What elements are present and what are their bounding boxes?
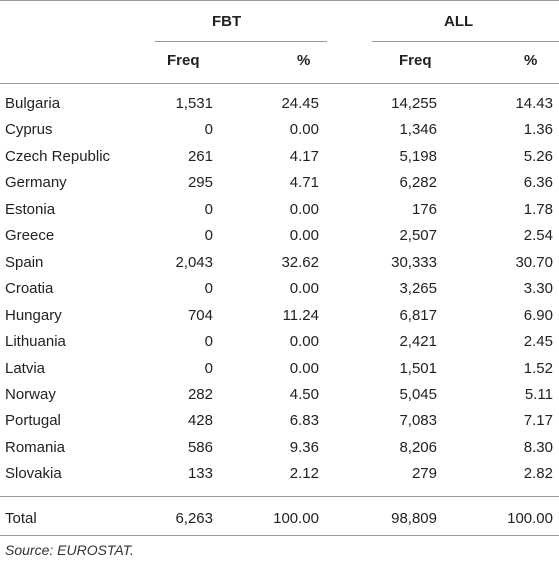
country-cell: Slovakia [5, 465, 62, 482]
bottom-rule [0, 535, 559, 536]
fbt-pct-cell: 24.45 [281, 95, 319, 112]
all-freq-cell: 14,255 [391, 95, 437, 112]
fbt-freq-cell: 586 [187, 439, 213, 456]
fbt-freq-cell: 0 [204, 121, 213, 138]
country-cell: Estonia [5, 201, 56, 218]
country-cell: Czech Republic [5, 148, 111, 165]
fbt-freq-cell: 0 [204, 333, 213, 350]
group-rule-fbt [155, 41, 327, 42]
fbt-pct-cell: 6.83 [289, 412, 319, 429]
total-all-freq: 98,809 [391, 510, 437, 527]
fbt-freq-cell: 0 [204, 201, 213, 218]
header-rule [0, 83, 559, 84]
all-freq-cell: 30,333 [391, 254, 437, 271]
all-pct-cell: 7.17 [523, 412, 553, 429]
fbt-pct-cell: 0.00 [289, 227, 319, 244]
subheader-fbt-freq: Freq [167, 52, 200, 69]
all-freq-cell: 5,045 [399, 386, 437, 403]
fbt-freq-cell: 0 [204, 280, 213, 297]
country-cell: Cyprus [5, 121, 53, 138]
fbt-freq-cell: 704 [187, 307, 213, 324]
fbt-pct-cell: 11.24 [282, 307, 319, 324]
fbt-pct-cell: 0.00 [289, 201, 319, 218]
all-pct-cell: 14.43 [515, 95, 553, 112]
fbt-pct-cell: 0.00 [289, 360, 319, 377]
total-label: Total [5, 510, 37, 527]
all-pct-cell: 8.30 [523, 439, 553, 456]
subheader-all-pct: % [524, 52, 538, 69]
total-fbt-pct: 100.00 [273, 510, 319, 527]
all-freq-cell: 2,507 [399, 227, 437, 244]
source-note: Source: EUROSTAT. [5, 542, 134, 558]
subheader-fbt-pct: % [297, 52, 311, 69]
fbt-freq-cell: 261 [187, 148, 213, 165]
all-freq-cell: 3,265 [399, 280, 437, 297]
fbt-pct-cell: 4.50 [289, 386, 319, 403]
group-header-fbt: FBT [212, 13, 242, 30]
country-cell: Bulgaria [5, 95, 61, 112]
all-pct-cell: 5.11 [524, 386, 553, 403]
group-header-all: ALL [444, 13, 474, 30]
fbt-pct-cell: 0.00 [289, 280, 319, 297]
all-freq-cell: 279 [411, 465, 437, 482]
fbt-freq-cell: 1,531 [175, 95, 213, 112]
fbt-pct-cell: 2.12 [289, 465, 319, 482]
all-pct-cell: 1.52 [523, 360, 553, 377]
all-pct-cell: 30.70 [515, 254, 553, 271]
all-pct-cell: 2.54 [523, 227, 553, 244]
all-freq-cell: 6,817 [399, 307, 437, 324]
all-freq-cell: 1,346 [399, 121, 437, 138]
total-all-pct: 100.00 [507, 510, 553, 527]
country-cell: Spain [5, 254, 44, 271]
country-cell: Norway [5, 386, 56, 403]
fbt-freq-cell: 0 [204, 227, 213, 244]
all-freq-cell: 5,198 [399, 148, 437, 165]
total-fbt-freq: 6,263 [175, 510, 213, 527]
all-pct-cell: 2.45 [523, 333, 553, 350]
all-freq-cell: 7,083 [399, 412, 437, 429]
all-pct-cell: 5.26 [523, 148, 553, 165]
country-cell: Croatia [5, 280, 54, 297]
all-freq-cell: 8,206 [399, 439, 437, 456]
top-rule [0, 0, 559, 1]
fbt-pct-cell: 0.00 [289, 121, 319, 138]
fbt-freq-cell: 295 [187, 174, 213, 191]
all-freq-cell: 2,421 [399, 333, 437, 350]
fbt-freq-cell: 2,043 [175, 254, 213, 271]
country-cell: Latvia [5, 360, 46, 377]
country-cell: Portugal [5, 412, 61, 429]
fbt-pct-cell: 4.71 [289, 174, 319, 191]
all-pct-cell: 3.30 [523, 280, 553, 297]
all-freq-cell: 176 [411, 201, 437, 218]
all-pct-cell: 1.36 [523, 121, 553, 138]
country-cell: Greece [5, 227, 55, 244]
all-pct-cell: 6.90 [523, 307, 553, 324]
all-pct-cell: 6.36 [523, 174, 553, 191]
total-rule [0, 496, 559, 497]
all-freq-cell: 1,501 [399, 360, 437, 377]
fbt-freq-cell: 282 [187, 386, 213, 403]
fbt-freq-cell: 0 [204, 360, 213, 377]
fbt-pct-cell: 9.36 [289, 439, 319, 456]
country-cell: Hungary [5, 307, 62, 324]
country-cell: Romania [5, 439, 66, 456]
group-rule-all [372, 41, 559, 42]
all-pct-cell: 2.82 [523, 465, 553, 482]
all-pct-cell: 1.78 [523, 201, 553, 218]
fbt-freq-cell: 428 [187, 412, 213, 429]
subheader-all-freq: Freq [399, 52, 432, 69]
fbt-pct-cell: 4.17 [289, 148, 319, 165]
fbt-pct-cell: 32.62 [281, 254, 319, 271]
fbt-freq-cell: 133 [187, 465, 213, 482]
fbt-pct-cell: 0.00 [289, 333, 319, 350]
country-cell: Lithuania [5, 333, 66, 350]
country-cell: Germany [5, 174, 67, 191]
all-freq-cell: 6,282 [399, 174, 437, 191]
